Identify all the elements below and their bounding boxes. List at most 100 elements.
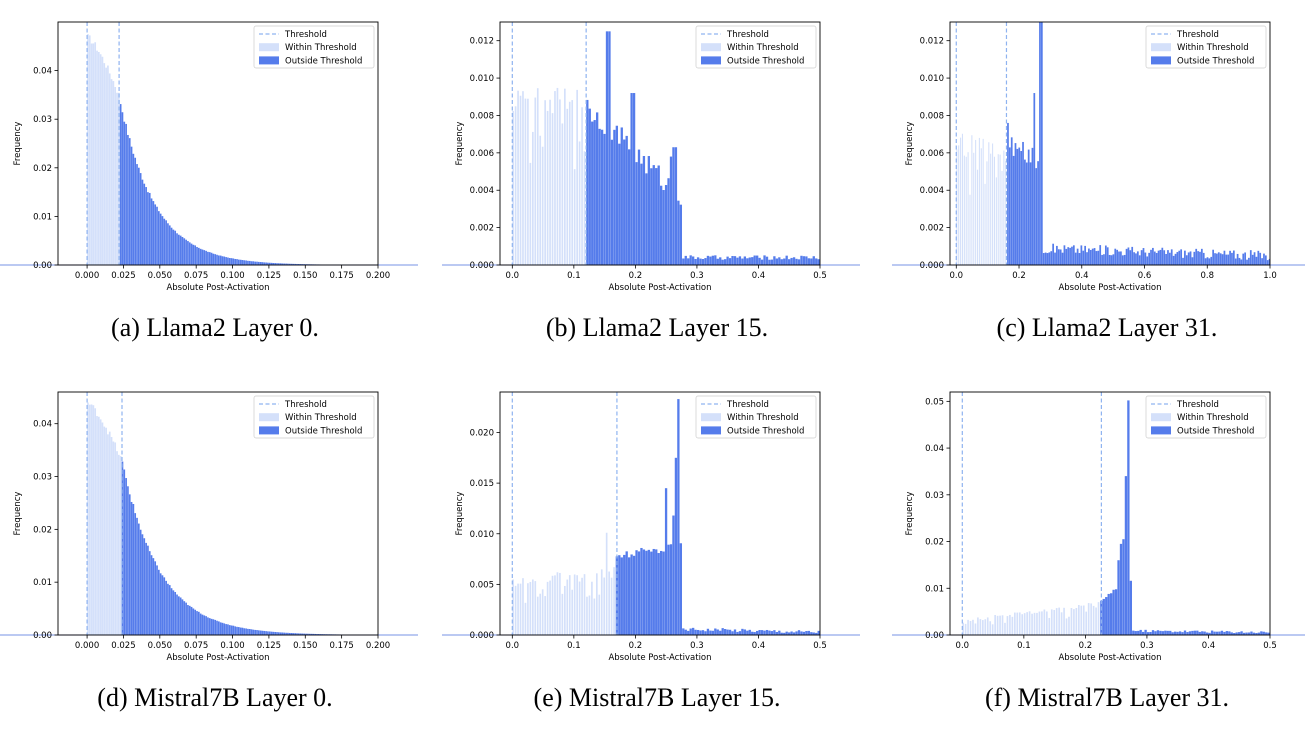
outside-threshold-bar xyxy=(751,632,753,635)
outside-threshold-bar xyxy=(1060,249,1062,265)
outside-threshold-bar xyxy=(1213,632,1215,635)
outside-threshold-bar xyxy=(1086,252,1088,265)
legend-within-swatch xyxy=(1151,43,1171,51)
outside-threshold-bar xyxy=(1144,630,1146,635)
outside-threshold-bar xyxy=(209,252,211,265)
within-threshold-bar xyxy=(988,142,989,265)
outside-threshold-bar xyxy=(1117,560,1119,635)
outside-threshold-bar xyxy=(1165,254,1167,265)
outside-threshold-bar xyxy=(1156,253,1158,265)
within-threshold-bar xyxy=(1029,611,1031,635)
x-axis-label: Absolute Post-Activation xyxy=(166,283,269,293)
outside-threshold-bar xyxy=(1201,631,1203,635)
outside-threshold-bar xyxy=(1007,123,1009,265)
outside-threshold-bar xyxy=(1169,631,1171,635)
outside-threshold-bar xyxy=(174,231,176,265)
within-threshold-bar xyxy=(1001,171,1002,265)
outside-threshold-bar xyxy=(1184,251,1186,265)
outside-threshold-bar xyxy=(754,256,756,265)
y-tick-label: 0.03 xyxy=(33,473,52,483)
outside-threshold-bar xyxy=(1162,631,1164,635)
outside-threshold-bar xyxy=(768,260,770,265)
outside-threshold-bar xyxy=(1140,630,1142,635)
outside-threshold-bar xyxy=(1216,632,1218,635)
outside-threshold-bar xyxy=(699,259,701,265)
within-threshold-bar xyxy=(93,43,95,265)
outside-threshold-bar xyxy=(786,632,788,635)
outside-threshold-bar xyxy=(786,256,788,265)
outside-threshold-bar xyxy=(653,549,655,635)
outside-threshold-bar xyxy=(160,573,162,635)
within-threshold-bar xyxy=(549,100,551,265)
outside-threshold-bar xyxy=(1050,251,1052,265)
legend-within-label: Within Threshold xyxy=(285,413,357,423)
outside-threshold-bar xyxy=(1252,255,1254,265)
outside-threshold-bar xyxy=(1152,248,1154,265)
x-tick-label: 0.1 xyxy=(1017,641,1031,651)
outside-threshold-bar xyxy=(263,631,265,635)
legend-within-swatch xyxy=(701,413,721,421)
within-threshold-bar xyxy=(98,417,100,635)
within-threshold-bar xyxy=(980,619,982,635)
within-threshold-bar xyxy=(984,619,986,635)
legend-outside-label: Outside Threshold xyxy=(285,426,362,436)
outside-threshold-bar xyxy=(1150,250,1152,265)
outside-threshold-bar xyxy=(729,630,731,635)
outside-threshold-bar xyxy=(1261,258,1263,265)
y-tick-label: 0.002 xyxy=(920,224,944,234)
outside-threshold-bar xyxy=(621,127,623,265)
within-threshold-bar xyxy=(98,52,100,265)
outside-threshold-bar xyxy=(242,628,244,635)
outside-threshold-bar xyxy=(1079,253,1081,265)
legend-threshold-label: Threshold xyxy=(726,400,769,410)
outside-threshold-bar xyxy=(665,185,667,265)
x-tick-label: 0.075 xyxy=(184,271,208,281)
caption: (c) Llama2 Layer 31. xyxy=(892,313,1305,343)
outside-threshold-bar xyxy=(240,628,242,635)
outside-threshold-bar xyxy=(234,259,236,265)
x-tick-label: 0.150 xyxy=(293,641,317,651)
outside-threshold-bar xyxy=(1116,250,1118,265)
within-threshold-bar xyxy=(1095,608,1097,635)
x-tick-label: 0.5 xyxy=(813,271,827,281)
y-tick-label: 0.012 xyxy=(920,37,944,47)
outside-threshold-bar xyxy=(1259,253,1261,265)
outside-threshold-bar xyxy=(805,631,807,635)
outside-threshold-bar xyxy=(256,262,258,265)
outside-threshold-bar xyxy=(1199,632,1201,635)
outside-threshold-bar xyxy=(601,130,603,265)
outside-threshold-bar xyxy=(1203,253,1205,265)
outside-threshold-bar xyxy=(1056,246,1058,265)
outside-threshold-bar xyxy=(818,259,820,265)
outside-threshold-bar xyxy=(1231,253,1233,265)
x-tick-label: 0.100 xyxy=(220,271,244,281)
outside-threshold-bar xyxy=(697,630,699,635)
outside-threshold-bar xyxy=(1115,589,1117,635)
outside-threshold-bar xyxy=(682,259,684,265)
outside-threshold-bar xyxy=(680,205,682,265)
outside-threshold-bar xyxy=(707,256,709,265)
outside-threshold-bar xyxy=(756,631,758,635)
within-threshold-bar xyxy=(93,405,95,635)
outside-threshold-bar xyxy=(1174,632,1176,635)
within-threshold-bar xyxy=(542,147,544,265)
legend-outside-swatch xyxy=(1151,426,1171,434)
outside-threshold-bar xyxy=(1112,590,1114,635)
outside-threshold-bar xyxy=(1160,250,1162,265)
within-threshold-bar xyxy=(569,102,571,265)
outside-threshold-bar xyxy=(138,168,140,265)
within-threshold-bar xyxy=(571,100,573,265)
outside-threshold-bar xyxy=(1120,251,1122,265)
within-threshold-bar xyxy=(987,617,989,635)
within-threshold-bar xyxy=(1014,613,1016,635)
outside-threshold-bar xyxy=(140,530,142,635)
within-threshold-bar xyxy=(603,578,605,635)
outside-threshold-bar xyxy=(1020,151,1022,265)
outside-threshold-bar xyxy=(653,165,655,265)
x-tick-label: 0.3 xyxy=(1140,641,1154,651)
within-threshold-bar xyxy=(525,99,527,265)
outside-threshold-bar xyxy=(236,627,238,635)
